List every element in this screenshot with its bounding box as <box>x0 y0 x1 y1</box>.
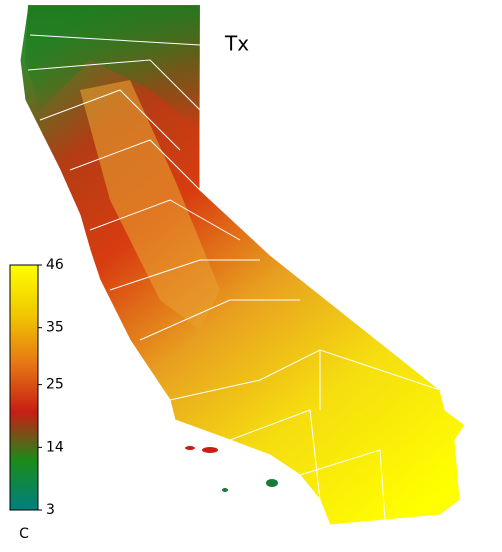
state-shape <box>19 4 466 526</box>
colorbar-unit: C <box>19 526 29 542</box>
northern-mountains <box>25 5 200 130</box>
map-title: Tx <box>224 32 249 56</box>
island <box>266 479 278 487</box>
california-map <box>19 4 466 526</box>
island <box>222 488 228 492</box>
colorbar-tick-label: 35 <box>46 320 64 336</box>
colorbar <box>9 264 39 511</box>
colorbar-tick-label: 14 <box>46 439 64 455</box>
island <box>185 446 195 450</box>
county-lines <box>27 34 441 521</box>
central-valley <box>80 80 220 330</box>
colorbar-tick-label: 46 <box>46 257 64 273</box>
island <box>202 447 218 453</box>
colorbar-tick-label: 25 <box>46 377 64 393</box>
colorbar-tick-label: 3 <box>46 502 55 518</box>
